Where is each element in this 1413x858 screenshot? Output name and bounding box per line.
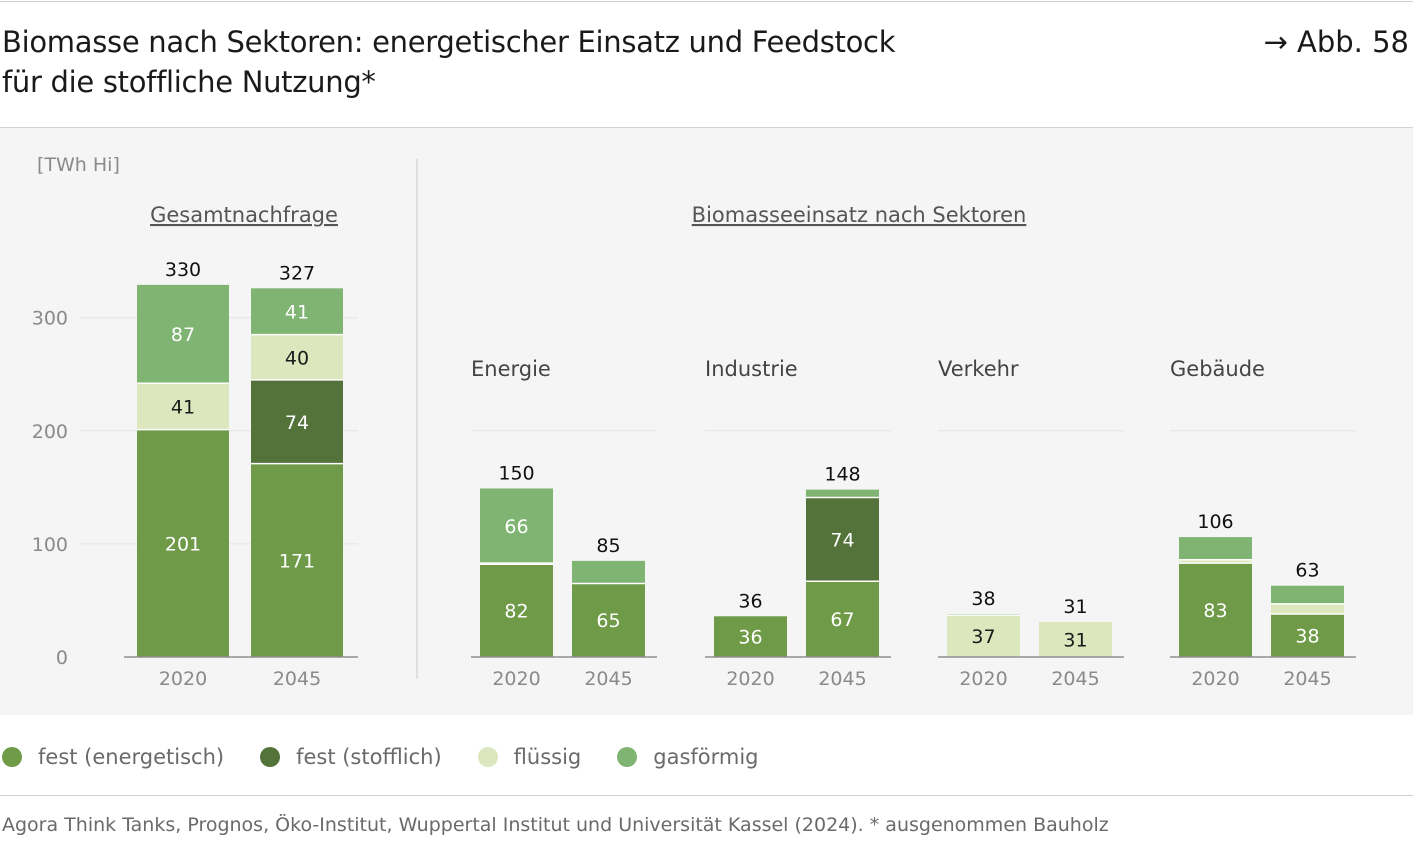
- bar-total-label: 148: [824, 464, 860, 486]
- bar-segment: [947, 615, 1020, 657]
- x-tick-label: 2045: [1283, 668, 1331, 690]
- y-tick-label: 0: [56, 647, 68, 669]
- bar-total-label: 106: [1197, 511, 1233, 533]
- segment-value-label: 36: [738, 627, 762, 649]
- bottom-rule: [0, 795, 1413, 796]
- legend-label: fest (energetisch): [38, 745, 225, 769]
- bar-segment: [806, 581, 879, 657]
- bar-segment: [137, 284, 229, 384]
- segment-value-label: 37: [971, 626, 995, 648]
- right-panel-title: Biomasseeinsatz nach Sektoren: [692, 203, 1027, 227]
- bar-total-label: 63: [1295, 560, 1319, 582]
- segment-value-label: 67: [830, 609, 854, 631]
- legend-label: fest (stofflich): [296, 745, 442, 769]
- bar-segment: [251, 288, 343, 335]
- x-tick-label: 2045: [273, 668, 321, 690]
- bar-segment: [480, 564, 553, 657]
- x-tick-label: 2020: [726, 668, 774, 690]
- bar-segment: [1179, 537, 1252, 560]
- segment-value-label: 201: [165, 533, 201, 555]
- legend-item: fest (stofflich): [260, 745, 442, 769]
- bar-segment: [806, 489, 879, 498]
- x-tick-label: 2020: [959, 668, 1007, 690]
- legend-swatch-icon: [260, 747, 281, 767]
- bar-segment: [572, 583, 645, 657]
- x-tick-label: 2045: [584, 668, 632, 690]
- sector-title: Energie: [471, 357, 551, 381]
- legend-label: gasförmig: [653, 745, 759, 769]
- bar-total-label: 150: [498, 462, 534, 484]
- bar-segment: [1271, 614, 1344, 657]
- chart-svg: [TWh Hi] Gesamtnachfrage Biomasseeinsatz n…: [32, 154, 1356, 690]
- bar-segment: [251, 463, 343, 657]
- legend-label: flüssig: [513, 745, 582, 769]
- segment-value-label: 40: [285, 347, 309, 369]
- sector-title: Industrie: [705, 357, 798, 381]
- bar-segment: [572, 560, 645, 584]
- top-rule: [0, 1, 1413, 2]
- legend-item: fest (energetisch): [2, 745, 224, 769]
- segment-value-label: 38: [1295, 626, 1319, 648]
- legend-swatch-icon: [617, 747, 638, 767]
- x-tick-label: 2020: [492, 668, 540, 690]
- bar-segment: [1271, 585, 1344, 604]
- bar-total-label: 36: [738, 590, 762, 612]
- segment-value-label: 74: [285, 412, 309, 434]
- segment-value-label: 66: [504, 516, 528, 538]
- legend-item: gasförmig: [617, 745, 759, 769]
- unit-label: [TWh Hi]: [37, 154, 120, 176]
- legend: fest (energetisch) fest (stofflich) flüssi…: [2, 741, 795, 773]
- segment-value-label: 41: [285, 301, 309, 323]
- segment-value-label: 171: [279, 550, 315, 572]
- title-line-2: für die stoffliche Nutzung*: [2, 65, 376, 99]
- segment-value-label: 65: [596, 610, 620, 632]
- segment-value-label: 87: [171, 324, 195, 346]
- bar-segment: [137, 383, 229, 430]
- x-tick-label: 2020: [1191, 668, 1239, 690]
- bar-total-label: 31: [1063, 596, 1087, 618]
- bar-segment: [480, 488, 553, 564]
- x-tick-label: 2045: [818, 668, 866, 690]
- legend-item: flüssig: [477, 745, 582, 769]
- chart-title: Biomasse nach Sektoren: energetischer Ei…: [2, 22, 1082, 102]
- bar-segment: [714, 616, 787, 657]
- bar-total-label: 327: [279, 262, 315, 284]
- left-panel-title: Gesamtnachfrage: [150, 203, 338, 227]
- y-tick-label: 100: [32, 534, 68, 556]
- y-tick-label: 200: [32, 421, 68, 443]
- bar-segment: [251, 379, 343, 464]
- legend-swatch-icon: [477, 747, 498, 767]
- bar-segment: [1039, 621, 1112, 657]
- bar-total-label: 85: [596, 535, 620, 557]
- sector-title: Gebäude: [1170, 357, 1265, 381]
- segment-value-label: 82: [504, 601, 528, 623]
- bar-segment: [806, 497, 879, 582]
- sector-title: Verkehr: [938, 357, 1019, 381]
- segment-value-label: 31: [1063, 629, 1087, 651]
- bar-total-label: 38: [971, 588, 995, 610]
- bar-segment: [1179, 563, 1252, 657]
- figure-reference: → Abb. 58: [1263, 25, 1409, 59]
- title-line-1: Biomasse nach Sektoren: energetischer Ei…: [2, 25, 896, 59]
- segment-value-label: 74: [830, 529, 854, 551]
- bar-segment: [1271, 603, 1344, 615]
- x-tick-label: 2045: [1051, 668, 1099, 690]
- y-tick-label: 300: [32, 308, 68, 330]
- x-tick-label: 2020: [159, 668, 207, 690]
- source-note: Agora Think Tanks, Prognos, Öko-Institut…: [2, 814, 1109, 836]
- legend-swatch-icon: [2, 747, 22, 767]
- bar-segment: [251, 334, 343, 380]
- bar-total-label: 330: [165, 259, 201, 281]
- segment-value-label: 83: [1203, 600, 1227, 622]
- bar-segment: [1179, 559, 1252, 564]
- bar-segment: [137, 429, 229, 657]
- chart-panel: [TWh Hi] Gesamtnachfrage Biomasseeinsatz n…: [0, 127, 1413, 715]
- segment-value-label: 41: [171, 396, 195, 418]
